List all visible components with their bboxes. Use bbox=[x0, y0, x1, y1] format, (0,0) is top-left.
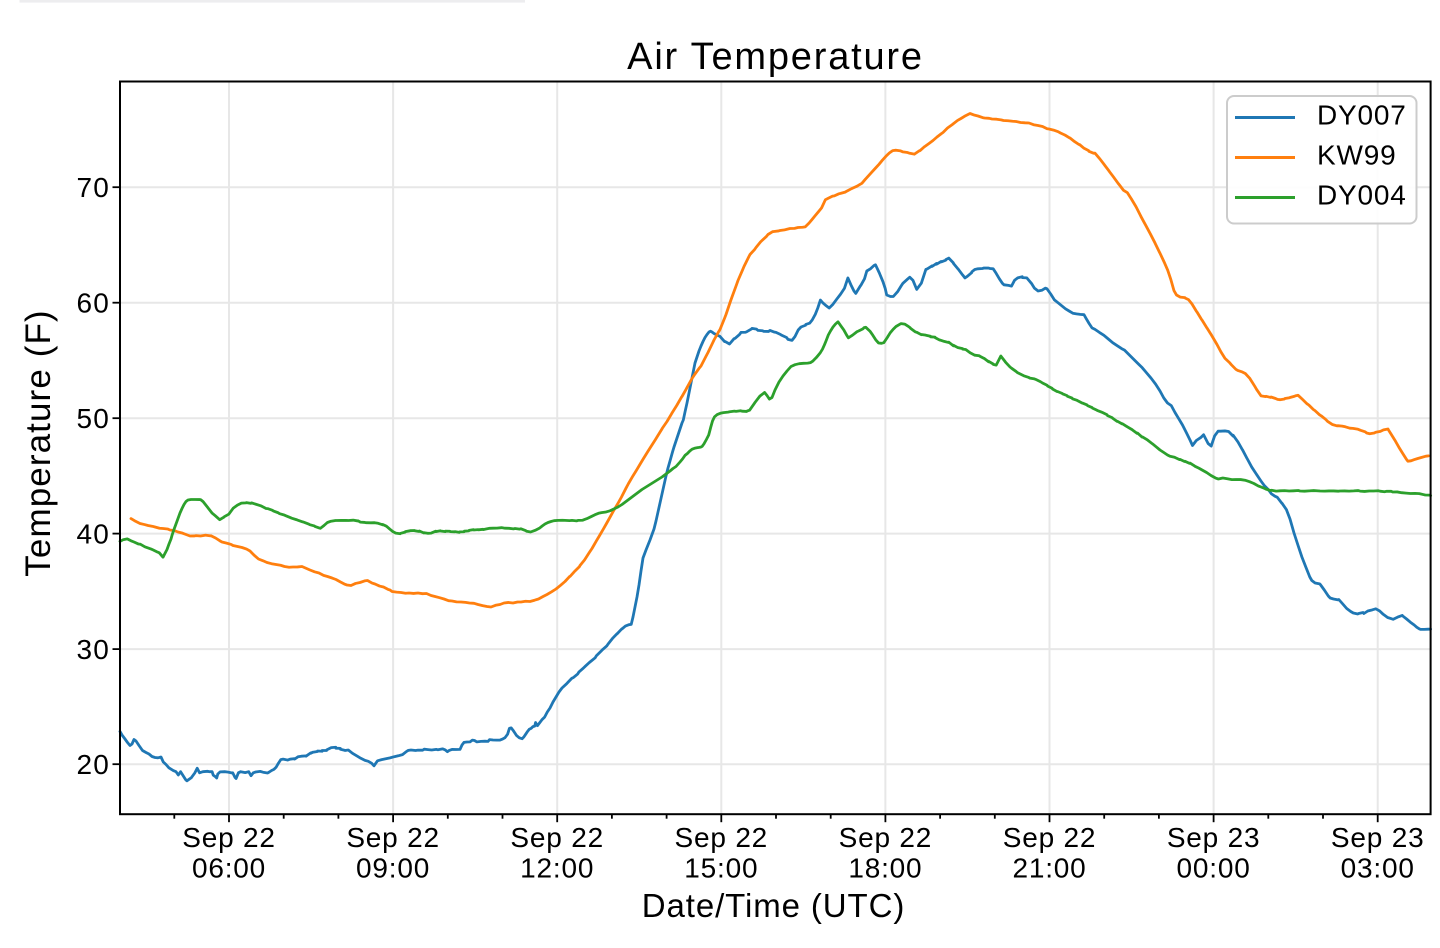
svg-text:DY007: DY007 bbox=[1317, 100, 1407, 131]
svg-text:00:00: 00:00 bbox=[1177, 853, 1251, 884]
svg-text:Sep 22: Sep 22 bbox=[182, 822, 276, 853]
svg-text:DY004: DY004 bbox=[1317, 180, 1407, 211]
svg-text:40: 40 bbox=[76, 518, 110, 549]
svg-text:Temperature (F): Temperature (F) bbox=[19, 309, 58, 576]
svg-text:03:00: 03:00 bbox=[1341, 853, 1415, 884]
svg-text:18:00: 18:00 bbox=[848, 853, 922, 884]
svg-text:09:00: 09:00 bbox=[356, 853, 430, 884]
svg-text:Sep 22: Sep 22 bbox=[675, 822, 769, 853]
svg-text:KW99: KW99 bbox=[1317, 140, 1396, 171]
svg-text:Sep 22: Sep 22 bbox=[839, 822, 933, 853]
svg-text:15:00: 15:00 bbox=[684, 853, 758, 884]
svg-text:Sep 23: Sep 23 bbox=[1331, 822, 1425, 853]
svg-text:06:00: 06:00 bbox=[192, 853, 266, 884]
svg-text:12:00: 12:00 bbox=[520, 853, 594, 884]
svg-text:60: 60 bbox=[76, 287, 110, 318]
svg-text:50: 50 bbox=[76, 403, 110, 434]
svg-text:Sep 22: Sep 22 bbox=[346, 822, 440, 853]
svg-text:Sep 22: Sep 22 bbox=[1003, 822, 1097, 853]
svg-text:Date/Time (UTC): Date/Time (UTC) bbox=[642, 887, 905, 924]
svg-text:Air Temperature: Air Temperature bbox=[627, 36, 924, 78]
svg-text:30: 30 bbox=[76, 634, 110, 665]
svg-text:20: 20 bbox=[76, 749, 110, 780]
svg-text:Sep 23: Sep 23 bbox=[1167, 822, 1261, 853]
svg-text:Sep 22: Sep 22 bbox=[510, 822, 604, 853]
svg-text:70: 70 bbox=[76, 172, 110, 203]
svg-text:21:00: 21:00 bbox=[1012, 853, 1086, 884]
